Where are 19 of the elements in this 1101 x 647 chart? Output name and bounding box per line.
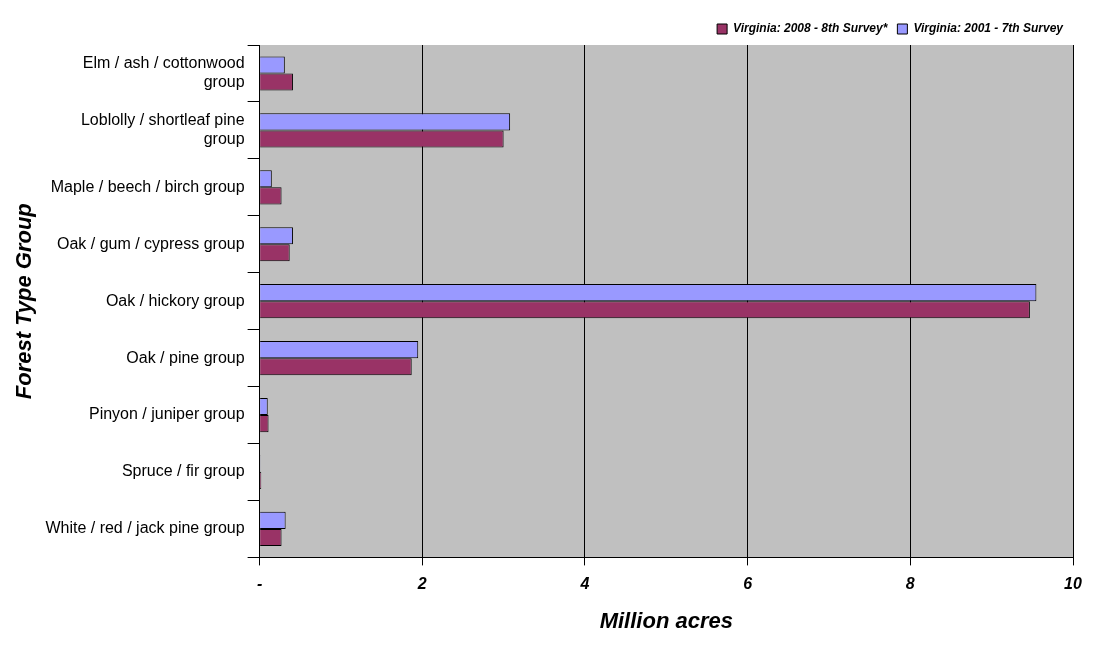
- y-tick-label: Maple / beech / birch group: [50, 177, 245, 195]
- y-tick-label: White / red / jack pine group: [45, 519, 245, 537]
- x-tick-label: 2: [416, 575, 427, 593]
- x-tick-label: 8: [905, 575, 915, 593]
- legend-label: Virginia: 2008 - 8th Survey*: [733, 21, 889, 36]
- x-tick-label: 6: [743, 575, 753, 593]
- x-tick-label: 4: [579, 575, 590, 593]
- y-tick-label: Spruce / fir group: [121, 462, 245, 480]
- x-tick-label: -: [256, 575, 263, 593]
- x-axis-title: Million acres: [599, 607, 733, 633]
- x-tick-label: 10: [1064, 575, 1082, 593]
- legend-label: Virginia: 2001 - 7th Survey: [913, 21, 1065, 36]
- y-tick-label: Oak / gum / cypress group: [56, 234, 245, 252]
- y-tick-label: Elm / ash / cottonwood group: [82, 54, 245, 91]
- y-tick-label: Loblolly / shortleaf pine group: [80, 111, 245, 148]
- y-axis-title: Forest Type Group: [11, 203, 37, 400]
- y-tick-label: Pinyon / juniper group: [88, 405, 245, 423]
- y-tick-label: Oak / pine group: [126, 348, 245, 366]
- y-tick-label: Oak / hickory group: [105, 291, 245, 309]
